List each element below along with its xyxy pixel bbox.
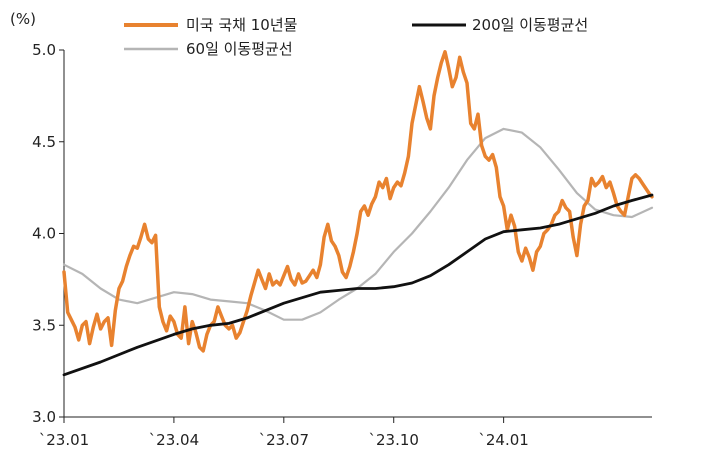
y-tick-label: 4.0 [32, 225, 56, 243]
legend-label-200d: 200일 이동평균선 [472, 16, 588, 34]
y-tick-label: 3.0 [32, 408, 56, 426]
series-layer [62, 50, 654, 377]
x-tick-label: `23.10 [368, 431, 418, 449]
x-tick-label: `24.01 [478, 431, 528, 449]
series-line-200d-ma [62, 193, 654, 377]
y-axis-unit-label: (%) [10, 10, 36, 28]
legend-label-60d: 60일 이동평균선 [186, 40, 293, 58]
y-tick-label: 5.0 [32, 41, 56, 59]
series-line-10y-treasury [62, 50, 654, 353]
y-ticks: 3.0 3.5 4.0 4.5 5.0 [32, 41, 64, 426]
x-ticks: `23.01 `23.04 `23.07 `23.10 `24.01 [39, 417, 529, 449]
x-tick-label: `23.01 [39, 431, 89, 449]
legend-label-10y: 미국 국채 10년물 [186, 16, 297, 34]
x-tick-label: `23.04 [149, 431, 199, 449]
x-tick-label: `23.07 [259, 431, 309, 449]
legend: 미국 국채 10년물 200일 이동평균선 60일 이동평균선 [124, 16, 588, 58]
y-tick-label: 4.5 [32, 133, 56, 151]
y-tick-label: 3.5 [32, 316, 56, 334]
